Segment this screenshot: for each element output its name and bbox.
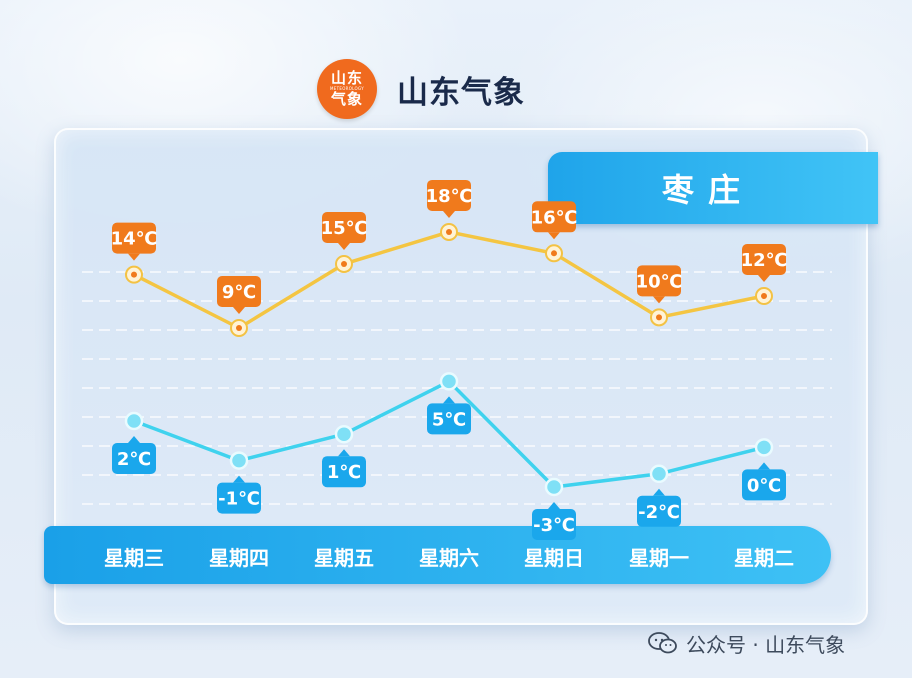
high-temp-point-core xyxy=(131,271,137,278)
low-temp-label: 5℃ xyxy=(432,409,466,430)
header: 山东 METEOROLOGY 气象 山东气象 xyxy=(317,58,525,120)
high-temp-label-box xyxy=(637,265,681,297)
low-temp-label: 1℃ xyxy=(327,462,361,483)
low-temp-label-pointer xyxy=(443,396,455,404)
high-temp-label-pointer xyxy=(758,274,770,282)
low-temp-label: -2℃ xyxy=(638,502,680,523)
low-temp-label-box xyxy=(427,403,471,435)
day-label: 星期一 xyxy=(629,546,689,570)
high-temp-point-core xyxy=(341,260,347,267)
low-temp-label-box xyxy=(532,509,576,540)
high-temp-label: 14℃ xyxy=(111,229,158,250)
day-label: 星期四 xyxy=(209,546,269,570)
low-temp-label-box xyxy=(637,495,681,527)
low-temp-label-pointer xyxy=(338,449,350,457)
city-name: 枣庄 xyxy=(661,171,754,209)
wechat-icon xyxy=(648,632,677,654)
day-bar xyxy=(44,526,831,584)
low-temp-label-box xyxy=(742,469,786,501)
low-temp-label: 2℃ xyxy=(117,449,151,470)
brand-title: 山东气象 xyxy=(397,74,525,111)
footer-text: 公众号 · 山东气象 xyxy=(686,632,846,657)
high-temp-label-box xyxy=(112,222,156,254)
low-temp-label-box xyxy=(217,482,261,514)
low-temp-label: 0℃ xyxy=(747,475,781,496)
low-temp-label: -3℃ xyxy=(533,515,575,536)
high-temp-label-pointer xyxy=(443,210,455,218)
low-temp-label-pointer xyxy=(758,462,770,470)
low-temp-point xyxy=(124,411,144,431)
high-temp-label-pointer xyxy=(128,253,140,261)
low-temp-point xyxy=(439,372,459,391)
high-temp-point-core xyxy=(551,250,557,257)
day-label: 星期六 xyxy=(419,546,479,570)
logo: 山东 METEOROLOGY 气象 xyxy=(317,59,377,119)
low-temp-label-pointer xyxy=(128,436,140,443)
high-temp-label-box xyxy=(532,201,576,233)
low-temp-point xyxy=(544,477,564,497)
high-temp-label: 16℃ xyxy=(531,207,578,228)
low-temp-label-box xyxy=(322,456,366,488)
high-temp-label: 12℃ xyxy=(741,250,788,271)
day-label: 星期三 xyxy=(104,546,164,570)
high-temp-label: 10℃ xyxy=(636,271,683,292)
high-temp-label-box xyxy=(427,179,471,211)
high-temp-point-core xyxy=(656,314,662,321)
low-temp-label-box xyxy=(112,443,156,474)
logo-text-top: 山东 xyxy=(330,69,363,87)
low-temp-label-pointer xyxy=(233,475,245,483)
low-temp-point xyxy=(229,451,249,470)
low-temp-point xyxy=(649,464,669,484)
low-temp-label: -1℃ xyxy=(218,489,260,510)
high-temp-label-pointer xyxy=(653,296,665,304)
high-temp-label-box xyxy=(217,276,261,307)
low-temp-label-pointer xyxy=(653,488,665,496)
footer: 公众号 · 山东气象 xyxy=(648,626,845,660)
high-temp-point-core xyxy=(236,325,242,331)
high-temp-point-core xyxy=(446,228,452,235)
high-temp-label-pointer xyxy=(548,232,560,240)
high-temp-label: 18℃ xyxy=(426,186,473,207)
low-temp-point xyxy=(754,438,774,457)
high-temp-label-box xyxy=(322,211,366,243)
high-temp-point-core xyxy=(761,292,767,299)
high-temp-label: 9℃ xyxy=(222,282,256,303)
day-label: 星期二 xyxy=(734,546,794,570)
day-label: 星期日 xyxy=(524,546,584,570)
logo-text-middle: METEOROLOGY xyxy=(330,86,364,91)
city-tab: 枣庄 xyxy=(548,152,878,224)
low-temp-label-pointer xyxy=(548,502,560,509)
low-temp-point xyxy=(334,424,354,444)
high-temp-label: 15℃ xyxy=(321,218,368,239)
high-temp-label-pointer xyxy=(338,242,350,250)
high-temp-label-box xyxy=(742,243,786,275)
logo-text-bottom: 气象 xyxy=(330,90,363,108)
high-temp-label-pointer xyxy=(233,307,245,314)
day-label: 星期五 xyxy=(314,546,374,570)
